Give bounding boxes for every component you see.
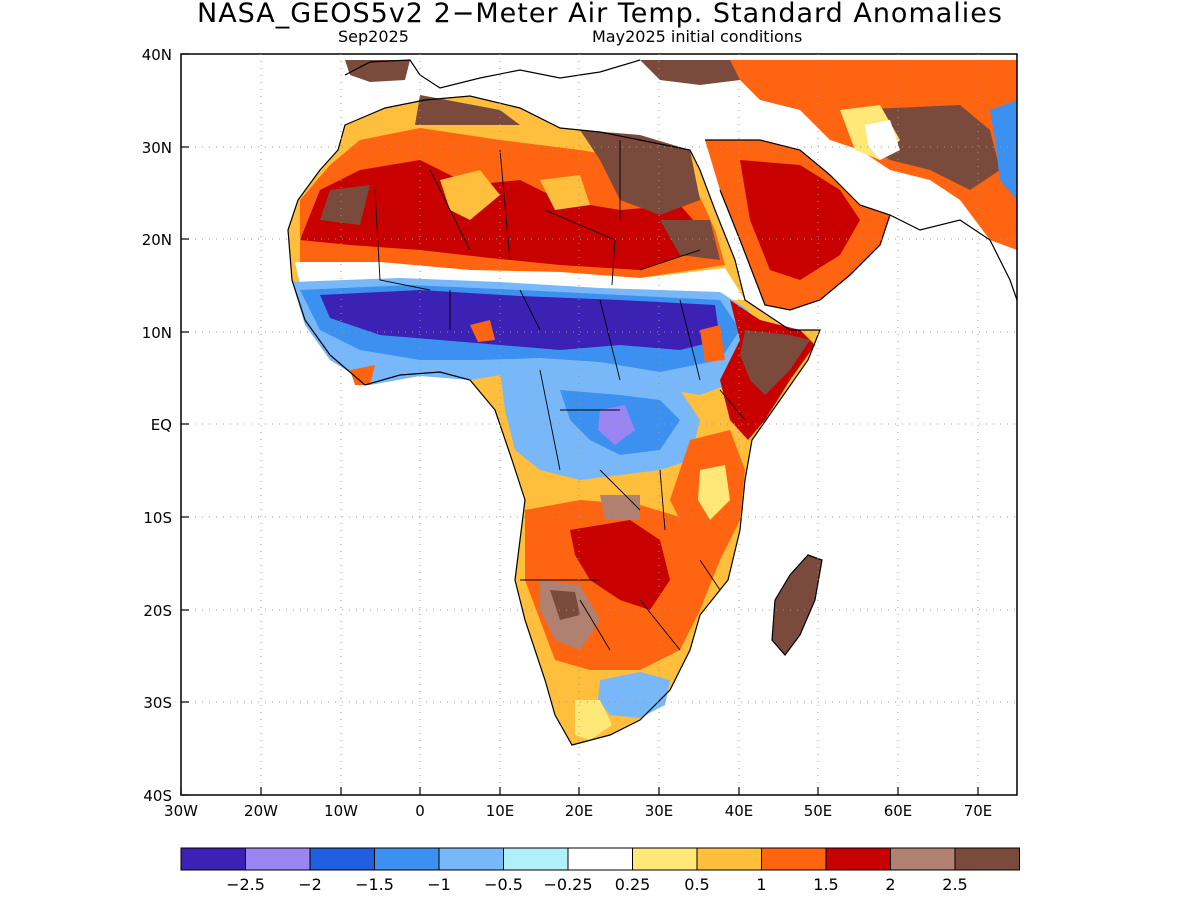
lon-tick-label: 0 [415, 802, 425, 820]
anomaly-field [288, 60, 1017, 745]
colorbar-swatch [309, 847, 375, 871]
india-cool [990, 100, 1017, 200]
colorbar-swatch [180, 847, 246, 871]
coastlines [287, 59, 1017, 746]
country-borders [374, 140, 746, 651]
colorbar-label: 0.25 [615, 875, 651, 894]
forecast-month: Sep2025 [338, 27, 409, 46]
colorbar-swatch [696, 847, 762, 871]
colorbar-swatch [890, 847, 956, 871]
lon-tick-label: 70E [964, 802, 993, 820]
colorbar-label: −2.5 [226, 875, 265, 894]
arabia-coastline [705, 139, 891, 311]
colorbar-swatch [954, 847, 1020, 871]
lon-tick-label: 30E [645, 802, 674, 820]
colorbar-label: 1.5 [813, 875, 838, 894]
colorbar-label: 1 [756, 875, 766, 894]
sahel-cool-strong [320, 290, 720, 350]
colorbar-label: 0.5 [684, 875, 709, 894]
colorbar-labels: −2.5 −2 −1.5 −1 −0.5 −0.25 0.25 0.5 1 1.5 2 2.5 [226, 875, 968, 894]
lat-tick-label: 10S [143, 509, 172, 527]
sahara-anomaly-moderate [440, 170, 590, 220]
lon-tick-label: 30W [164, 802, 198, 820]
central-africa-cool3 [598, 405, 635, 445]
sahara-anomaly-veryhigh [300, 160, 715, 270]
lat-tick-labels: 40N 30N 20N 10N EQ 10S 20S 30S 40S [142, 46, 172, 805]
south-cape-mild [575, 700, 612, 740]
madagascar-coastline [771, 554, 823, 656]
colorbar-swatch [438, 847, 504, 871]
colorbar-swatch [374, 847, 440, 871]
lon-tick-label: 20W [244, 802, 278, 820]
colorbar-label: 2.5 [942, 875, 967, 894]
asia-coastline [889, 214, 1017, 301]
colorbar [180, 847, 1020, 871]
colorbar-swatch [503, 847, 569, 871]
colorbar-label: −0.5 [484, 875, 523, 894]
colorbar-label: −1.5 [355, 875, 394, 894]
europe-north-anomaly [345, 60, 410, 82]
lon-tick-label: 50E [804, 802, 833, 820]
lat-tick-label: 20S [143, 602, 172, 620]
southern-africa-darkest [550, 590, 580, 620]
lat-tick-label: 20N [142, 231, 172, 249]
mideast-white [865, 120, 900, 160]
colorbar-swatch [825, 847, 891, 871]
lon-tick-labels: 30W 20W 10W 0 10E 20E 30E 40E 50E 60E 70… [164, 802, 992, 820]
lon-tick-label: 10E [486, 802, 515, 820]
lon-tick-label: 40E [725, 802, 754, 820]
mideast-extreme [640, 60, 1000, 190]
lat-tick-label: 40S [143, 787, 172, 805]
madagascar [772, 555, 822, 655]
arabia-veryhigh [740, 160, 860, 280]
europe-coastline [344, 59, 641, 89]
lat-tick-label: 30N [142, 139, 172, 157]
southern-africa-veryhigh [570, 520, 670, 610]
map-title: NASA_GEOS5v2 2−Meter Air Temp. Standard … [197, 0, 1003, 29]
lon-tick-label: 10W [324, 802, 358, 820]
lat-tick-label: 10N [142, 324, 172, 342]
east-africa-mild [698, 465, 730, 520]
africa-coastline [287, 95, 821, 746]
colorbar-label: 2 [885, 875, 895, 894]
lat-tick-label: EQ [151, 416, 172, 434]
colorbar-label: −2 [298, 875, 322, 894]
lat-tick-label: 30S [143, 694, 172, 712]
lon-tick-label: 20E [565, 802, 594, 820]
colorbar-swatch [567, 847, 633, 871]
tick-marks [180, 53, 979, 796]
colorbar-swatch [632, 847, 698, 871]
colorbar-label: −0.25 [543, 875, 592, 894]
lon-tick-label: 60E [884, 802, 913, 820]
initial-conditions: May2025 initial conditions [592, 27, 803, 46]
colorbar-swatch [245, 847, 311, 871]
colorbar-swatch [761, 847, 827, 871]
horn-extreme [740, 330, 810, 395]
south-cape-cool [598, 672, 670, 718]
colorbar-label: −1 [427, 875, 451, 894]
lat-tick-label: 40N [142, 46, 172, 64]
